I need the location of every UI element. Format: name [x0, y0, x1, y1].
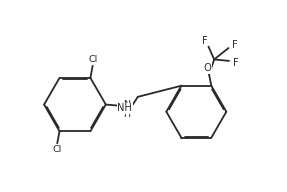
Text: F: F [232, 40, 238, 50]
Text: NH: NH [117, 103, 132, 113]
Text: Cl: Cl [88, 55, 98, 64]
Text: Cl: Cl [52, 145, 62, 154]
Text: N
H: N H [123, 100, 130, 119]
Text: F: F [232, 58, 238, 68]
Text: O: O [203, 63, 212, 73]
Text: F: F [202, 36, 208, 46]
